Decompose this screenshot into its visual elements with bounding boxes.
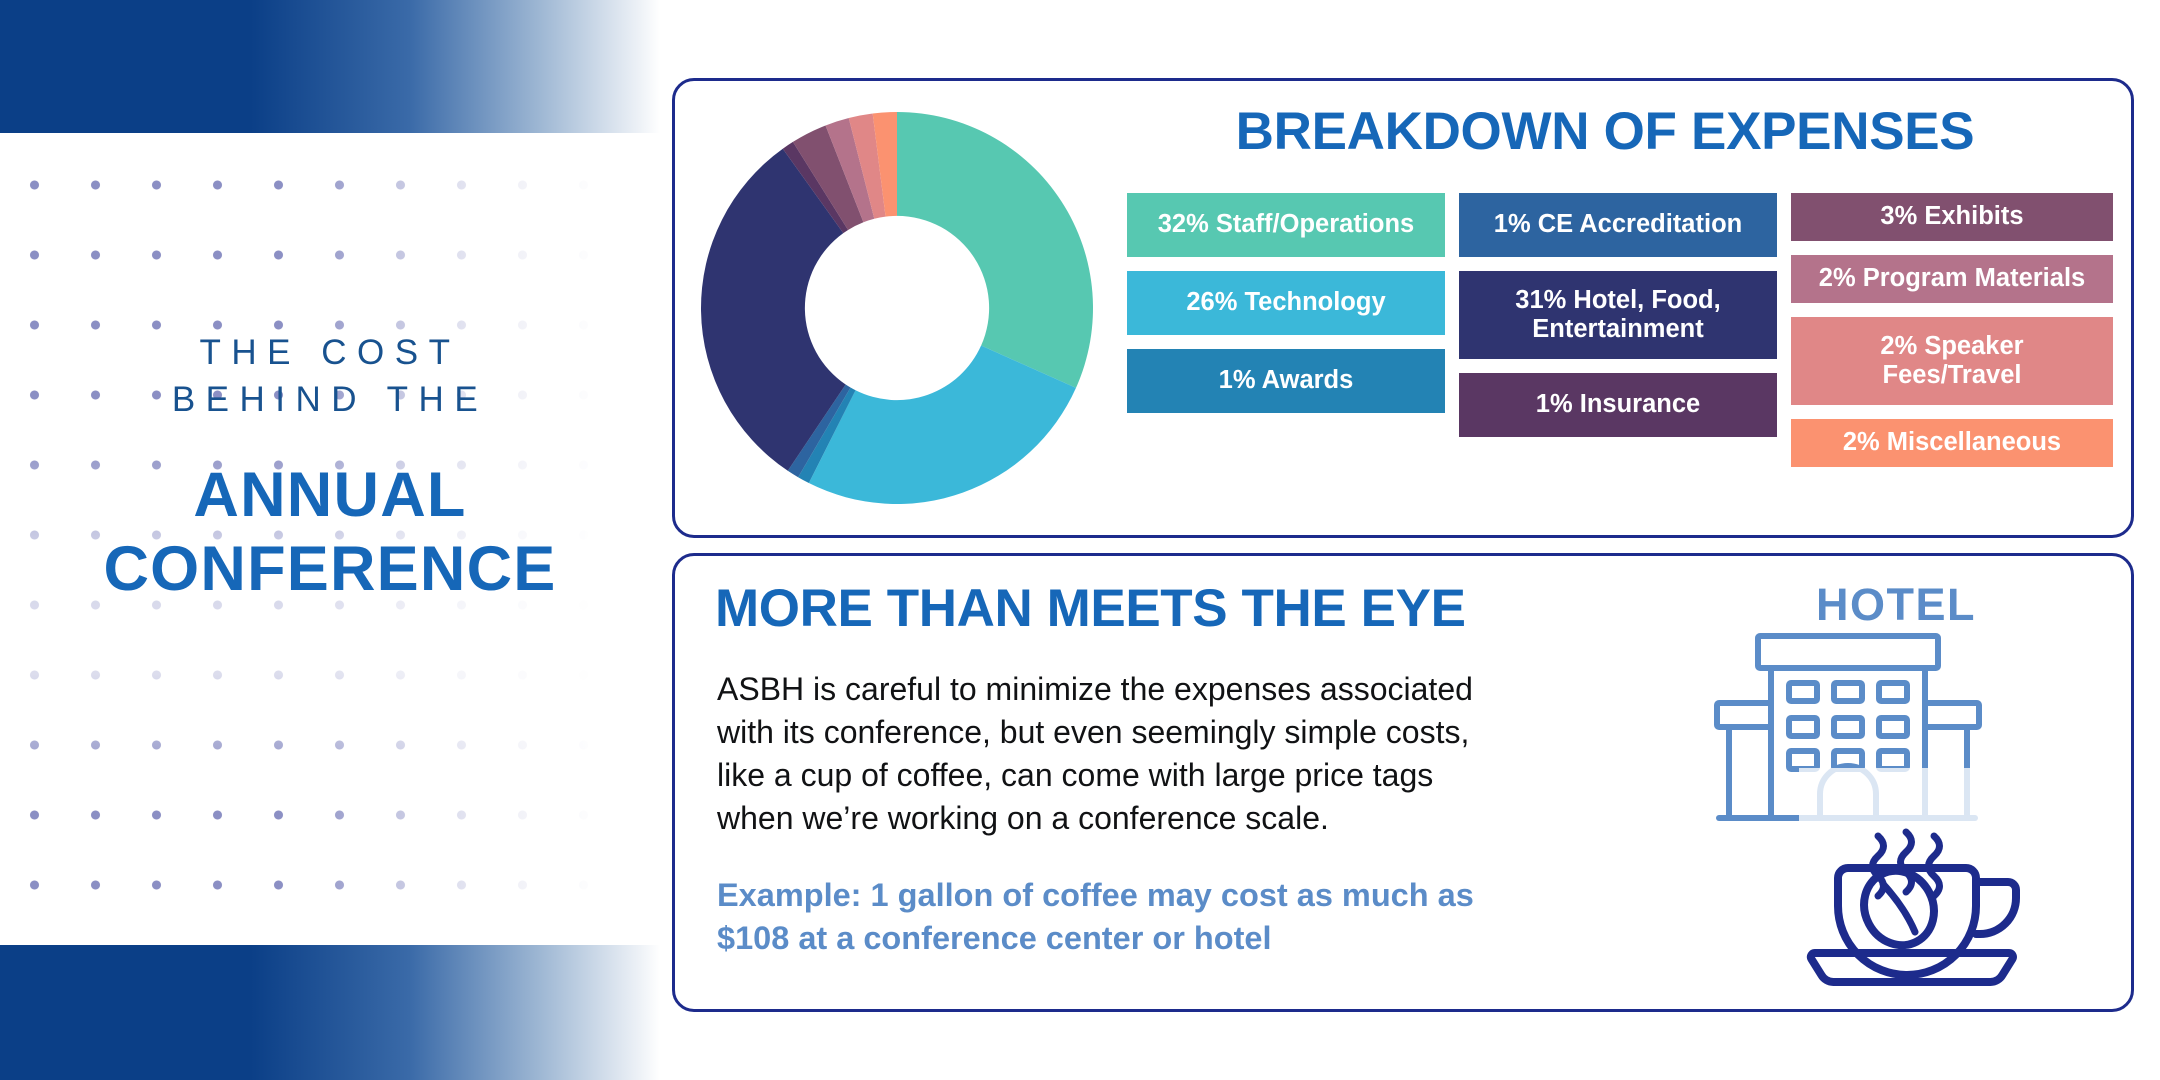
donut-slice[interactable] <box>787 384 851 478</box>
donut-slice[interactable] <box>848 113 886 219</box>
donut-slices <box>701 112 1093 504</box>
donut-slice[interactable] <box>798 387 856 484</box>
legend-column-3: 3% Exhibits 2% Program Materials 2% Spea… <box>1791 193 2113 513</box>
legend-chip-speaker-fees-travel[interactable]: 2% Speaker Fees/Travel <box>1791 317 2113 405</box>
eye-card-title: MORE THAN MEETS THE EYE <box>715 579 1466 638</box>
legend-column-1: 32% Staff/Operations 26% Technology 1% A… <box>1127 193 1445 513</box>
donut-slice[interactable] <box>792 125 864 230</box>
legend-chip-miscellaneous[interactable]: 2% Miscellaneous <box>1791 419 2113 467</box>
expenses-card-title: BREAKDOWN OF EXPENSES <box>1235 102 1975 161</box>
kicker-text: THE COST BEHIND THE <box>171 333 489 419</box>
hotel-sign-text: HOTEL <box>1816 579 1976 630</box>
breakdown-of-expenses-card: BREAKDOWN OF EXPENSES 32% Staff/Operatio… <box>672 78 2134 538</box>
donut-slice[interactable] <box>808 345 1076 504</box>
hotel-coffee-illustration: HOTEL <box>1703 578 2123 990</box>
bottom-navy-band <box>0 945 660 1080</box>
legend-chip-program-materials[interactable]: 2% Program Materials <box>1791 255 2113 303</box>
legend-chip-awards[interactable]: 1% Awards <box>1127 349 1445 413</box>
eye-card-example: Example: 1 gallon of coffee may cost as … <box>717 877 1474 957</box>
legend-column-2: 1% CE Accreditation 31% Hotel, Food, Ent… <box>1459 193 1777 513</box>
legend-chip-technology[interactable]: 26% Technology <box>1127 271 1445 335</box>
legend-chip-ce-accreditation[interactable]: 1% CE Accreditation <box>1459 193 1777 257</box>
top-navy-band <box>0 0 660 133</box>
expenses-legend: 32% Staff/Operations 26% Technology 1% A… <box>1127 193 2117 513</box>
more-than-meets-the-eye-card: MORE THAN MEETS THE EYE ASBH is careful … <box>672 553 2134 1012</box>
left-panel-fade-overlay <box>330 133 660 947</box>
donut-slice[interactable] <box>825 118 875 223</box>
donut-slice[interactable] <box>701 148 846 471</box>
legend-chip-insurance[interactable]: 1% Insurance <box>1459 373 1777 437</box>
legend-chip-exhibits[interactable]: 3% Exhibits <box>1791 193 2113 241</box>
expenses-donut-chart <box>697 93 1097 523</box>
coffee-cup-icon <box>1806 864 2020 986</box>
left-title-panel: THE COST BEHIND THE ANNUAL CONFERENCE <box>0 0 660 1080</box>
left-title-block: THE COST BEHIND THE ANNUAL CONFERENCE <box>0 330 660 606</box>
donut-slice[interactable] <box>782 141 849 234</box>
donut-slice[interactable] <box>872 112 897 217</box>
legend-chip-staff-operations[interactable]: 32% Staff/Operations <box>1127 193 1445 257</box>
donut-slice[interactable] <box>897 112 1093 388</box>
page-title: ANNUAL CONFERENCE <box>103 459 557 605</box>
legend-chip-hotel-food-entertainment[interactable]: 31% Hotel, Food, Entertainment <box>1459 271 1777 359</box>
eye-card-body: ASBH is careful to minimize the expenses… <box>717 671 1473 836</box>
